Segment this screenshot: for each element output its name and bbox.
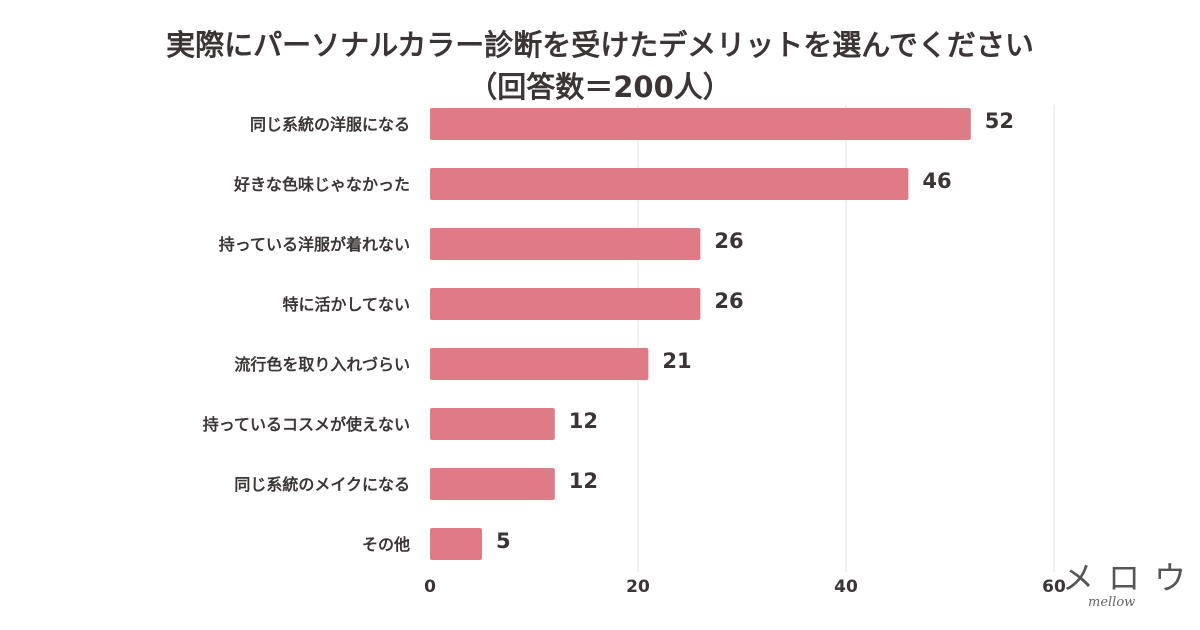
x-tick-label: 20 <box>626 577 650 597</box>
x-tick-label: 0 <box>424 577 436 597</box>
x-tick-label: 40 <box>834 577 858 597</box>
bar <box>430 408 555 440</box>
x-tick-label: 60 <box>1042 577 1066 597</box>
category-label: 特に活かしてない <box>282 295 410 314</box>
category-label: 持っている洋服が着れない <box>219 235 410 254</box>
category-label: 流行色を取り入れづらい <box>234 355 410 374</box>
data-label: 5 <box>496 529 511 553</box>
chart-subtitle: （回答数＝200人） <box>468 70 732 104</box>
bar <box>430 288 701 320</box>
data-label: 52 <box>985 109 1014 133</box>
chart-title: 実際にパーソナルカラー診断を受けたデメリットを選んでください <box>166 28 1034 62</box>
data-label: 12 <box>569 469 598 493</box>
bar <box>430 348 649 380</box>
category-label: 持っているコスメが使えない <box>203 415 410 434</box>
logo-kana: メロウ <box>1062 559 1200 597</box>
data-label: 26 <box>714 229 743 253</box>
category-label: 好きな色味じゃなかった <box>233 175 410 194</box>
data-label: 26 <box>714 289 743 313</box>
category-label: 同じ系統の洋服になる <box>250 115 410 134</box>
data-label: 46 <box>922 169 951 193</box>
logo-sub: mellow <box>1088 595 1136 610</box>
bar <box>430 108 971 140</box>
category-label: 同じ系統のメイクになる <box>234 475 410 494</box>
data-label: 21 <box>662 349 691 373</box>
category-label: その他 <box>362 535 410 554</box>
bar <box>430 228 701 260</box>
bar <box>430 168 909 200</box>
mellow-logo: メロウ mellow <box>1062 553 1200 610</box>
bar <box>430 468 555 500</box>
data-label: 12 <box>569 409 598 433</box>
bar <box>430 528 482 560</box>
